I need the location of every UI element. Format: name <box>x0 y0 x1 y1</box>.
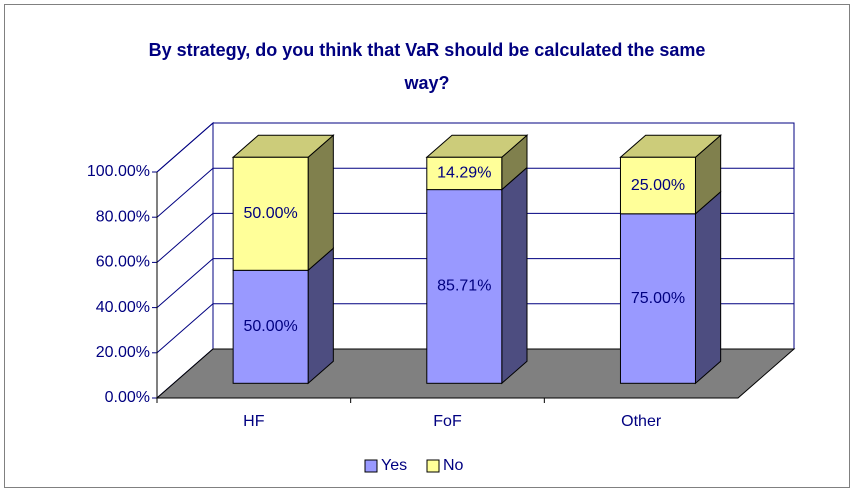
legend-label: No <box>443 457 464 474</box>
grid-line <box>156 303 794 354</box>
bar-segment <box>426 166 528 385</box>
data-label: 85.71% <box>437 278 491 295</box>
x-tick-label: Other <box>621 413 662 430</box>
y-tick-label: 100.00% <box>87 163 150 180</box>
data-label: 50.00% <box>244 205 298 222</box>
bar <box>619 213 696 384</box>
grid-line <box>156 258 794 308</box>
bar-side <box>694 190 722 385</box>
grid-line <box>156 122 794 173</box>
bar-segment <box>232 247 334 385</box>
bar-side <box>501 166 528 385</box>
chart-title: By strategy, do you think that VaR shoul… <box>148 40 706 93</box>
bar <box>232 269 309 384</box>
x-tick-label: HF <box>243 413 265 430</box>
bar <box>426 189 503 384</box>
legend-swatch <box>364 459 378 473</box>
bar <box>232 156 309 271</box>
legend-label: Yes <box>381 457 407 474</box>
y-tick-label: 0.00% <box>105 389 150 406</box>
grid-line <box>156 212 794 263</box>
bar <box>619 156 696 215</box>
bar-segment <box>619 190 722 385</box>
data-label: 75.00% <box>631 290 685 307</box>
bar-segment <box>619 134 722 215</box>
bar-segment <box>425 134 529 191</box>
data-label: 14.29% <box>437 165 491 182</box>
data-label: 25.00% <box>631 177 685 194</box>
bar-segment <box>231 134 335 272</box>
x-tick-label: FoF <box>433 413 462 430</box>
y-tick-label: 40.00% <box>96 299 150 316</box>
bar-side <box>307 134 334 272</box>
bar <box>426 156 503 191</box>
legend-swatch <box>426 459 440 473</box>
y-tick-label: 60.00% <box>96 254 150 271</box>
bar-side <box>307 247 334 385</box>
y-tick-label: 20.00% <box>96 344 150 361</box>
data-label: 50.00% <box>244 318 298 335</box>
y-tick-label: 80.00% <box>96 208 150 225</box>
grid-line <box>156 167 794 218</box>
